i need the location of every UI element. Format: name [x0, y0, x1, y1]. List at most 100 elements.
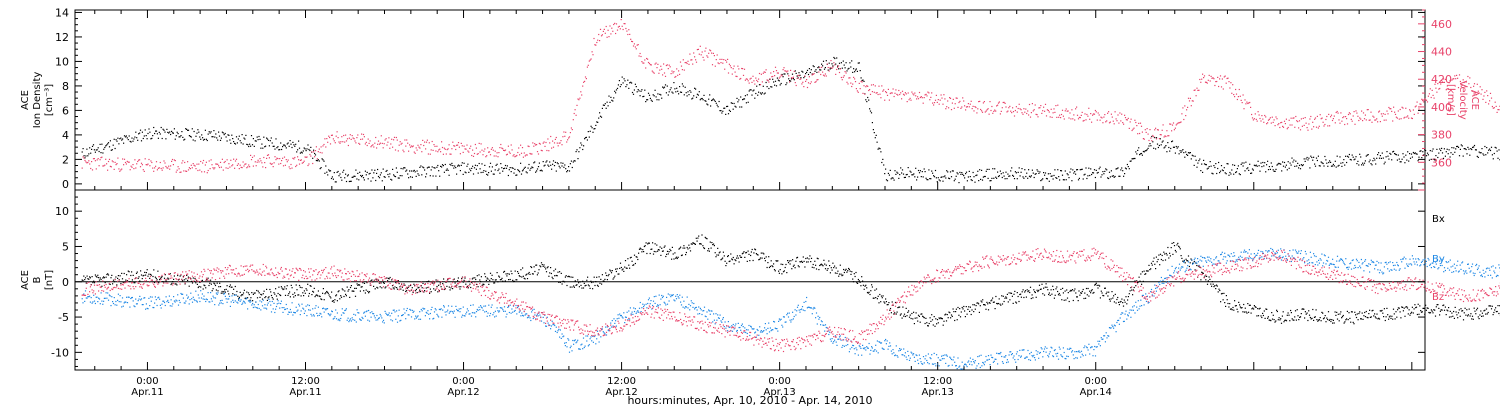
density-point: [978, 180, 980, 182]
bx-point: [669, 248, 671, 250]
density-point: [1075, 173, 1077, 175]
bx-point: [646, 252, 648, 255]
velocity-point: [389, 147, 391, 149]
velocity-point: [139, 159, 141, 161]
density-point: [1154, 137, 1156, 139]
velocity-point: [152, 167, 154, 169]
bx-point: [996, 302, 998, 305]
velocity-point: [275, 159, 277, 161]
velocity-point: [263, 156, 265, 159]
velocity-point: [306, 156, 308, 158]
bx-point: [261, 294, 263, 296]
density-point: [955, 175, 957, 177]
density-point: [105, 145, 107, 147]
bx-point: [618, 273, 620, 275]
velocity-point: [892, 88, 894, 90]
bx-point: [289, 291, 291, 293]
velocity-point: [814, 81, 816, 83]
bx-point: [699, 243, 701, 245]
density-point: [1498, 149, 1500, 151]
velocity-point: [169, 168, 171, 170]
bx-point: [910, 317, 912, 320]
density-point: [1199, 158, 1201, 160]
density-point: [888, 174, 890, 176]
velocity-point: [1487, 95, 1489, 97]
velocity-point: [536, 144, 538, 146]
bx-point: [349, 296, 351, 298]
velocity-point: [1378, 111, 1380, 113]
bx-point: [492, 279, 494, 281]
bx-point: [247, 292, 250, 294]
velocity-point: [620, 19, 622, 21]
density-point: [1457, 145, 1459, 147]
velocity-point: [720, 62, 722, 64]
bx-point: [131, 271, 133, 273]
bx-point: [415, 288, 417, 290]
density-point: [1397, 154, 1399, 156]
bx-point: [711, 242, 713, 244]
bx-point: [1114, 293, 1116, 295]
bx-point: [515, 279, 517, 281]
density-point: [1340, 162, 1342, 164]
density-point: [294, 145, 296, 147]
bx-point: [555, 274, 557, 277]
bx-point: [614, 275, 616, 277]
density-point: [1126, 163, 1128, 166]
bx-point: [205, 287, 207, 289]
velocity-point: [1178, 122, 1180, 124]
bx-point: [495, 279, 497, 281]
density-point: [1195, 159, 1197, 161]
bx-point: [444, 287, 446, 290]
density-point: [803, 77, 805, 79]
velocity-point: [704, 50, 706, 52]
velocity-point: [1252, 119, 1254, 121]
bx-point: [498, 276, 501, 278]
bx-point: [701, 234, 703, 236]
velocity-point: [1060, 117, 1062, 119]
density-point: [291, 146, 293, 149]
velocity-point: [266, 154, 269, 156]
bx-point: [779, 269, 781, 271]
density-point: [596, 121, 598, 123]
velocity-point: [99, 159, 101, 161]
density-point: [1335, 166, 1337, 168]
velocity-point: [133, 168, 135, 170]
density-point: [123, 135, 126, 137]
bx-point: [229, 284, 231, 286]
density-point: [313, 149, 315, 151]
density-point: [946, 170, 948, 172]
bx-point: [1040, 288, 1042, 290]
density-point: [619, 86, 621, 88]
velocity-point: [1233, 94, 1235, 96]
bx-point: [242, 292, 245, 294]
density-point: [150, 138, 152, 140]
density-point: [681, 83, 683, 85]
density-point: [1191, 154, 1193, 156]
bx-point: [488, 283, 490, 285]
velocity-point: [1225, 82, 1227, 84]
velocity-point: [1088, 107, 1090, 109]
density-point: [1171, 141, 1173, 143]
density-point: [568, 166, 570, 168]
density-point: [797, 77, 799, 79]
bx-point: [349, 286, 352, 289]
density-point: [465, 172, 467, 174]
density-point: [322, 159, 324, 161]
bx-point: [847, 270, 849, 272]
density-point: [997, 175, 1000, 178]
bx-point: [369, 284, 371, 286]
bx-point: [568, 275, 570, 277]
density-point: [344, 177, 346, 179]
bx-point: [816, 257, 818, 259]
density-point: [1173, 146, 1175, 148]
bx-point: [911, 312, 913, 315]
density-point: [771, 86, 773, 88]
top-left-tick-label: 4: [62, 129, 69, 142]
density-point: [647, 99, 649, 101]
bx-point: [601, 283, 603, 285]
velocity-point: [1413, 113, 1415, 115]
velocity-point: [692, 63, 694, 65]
velocity-point: [1109, 121, 1111, 123]
velocity-point: [581, 94, 583, 96]
density-point: [1296, 165, 1298, 167]
